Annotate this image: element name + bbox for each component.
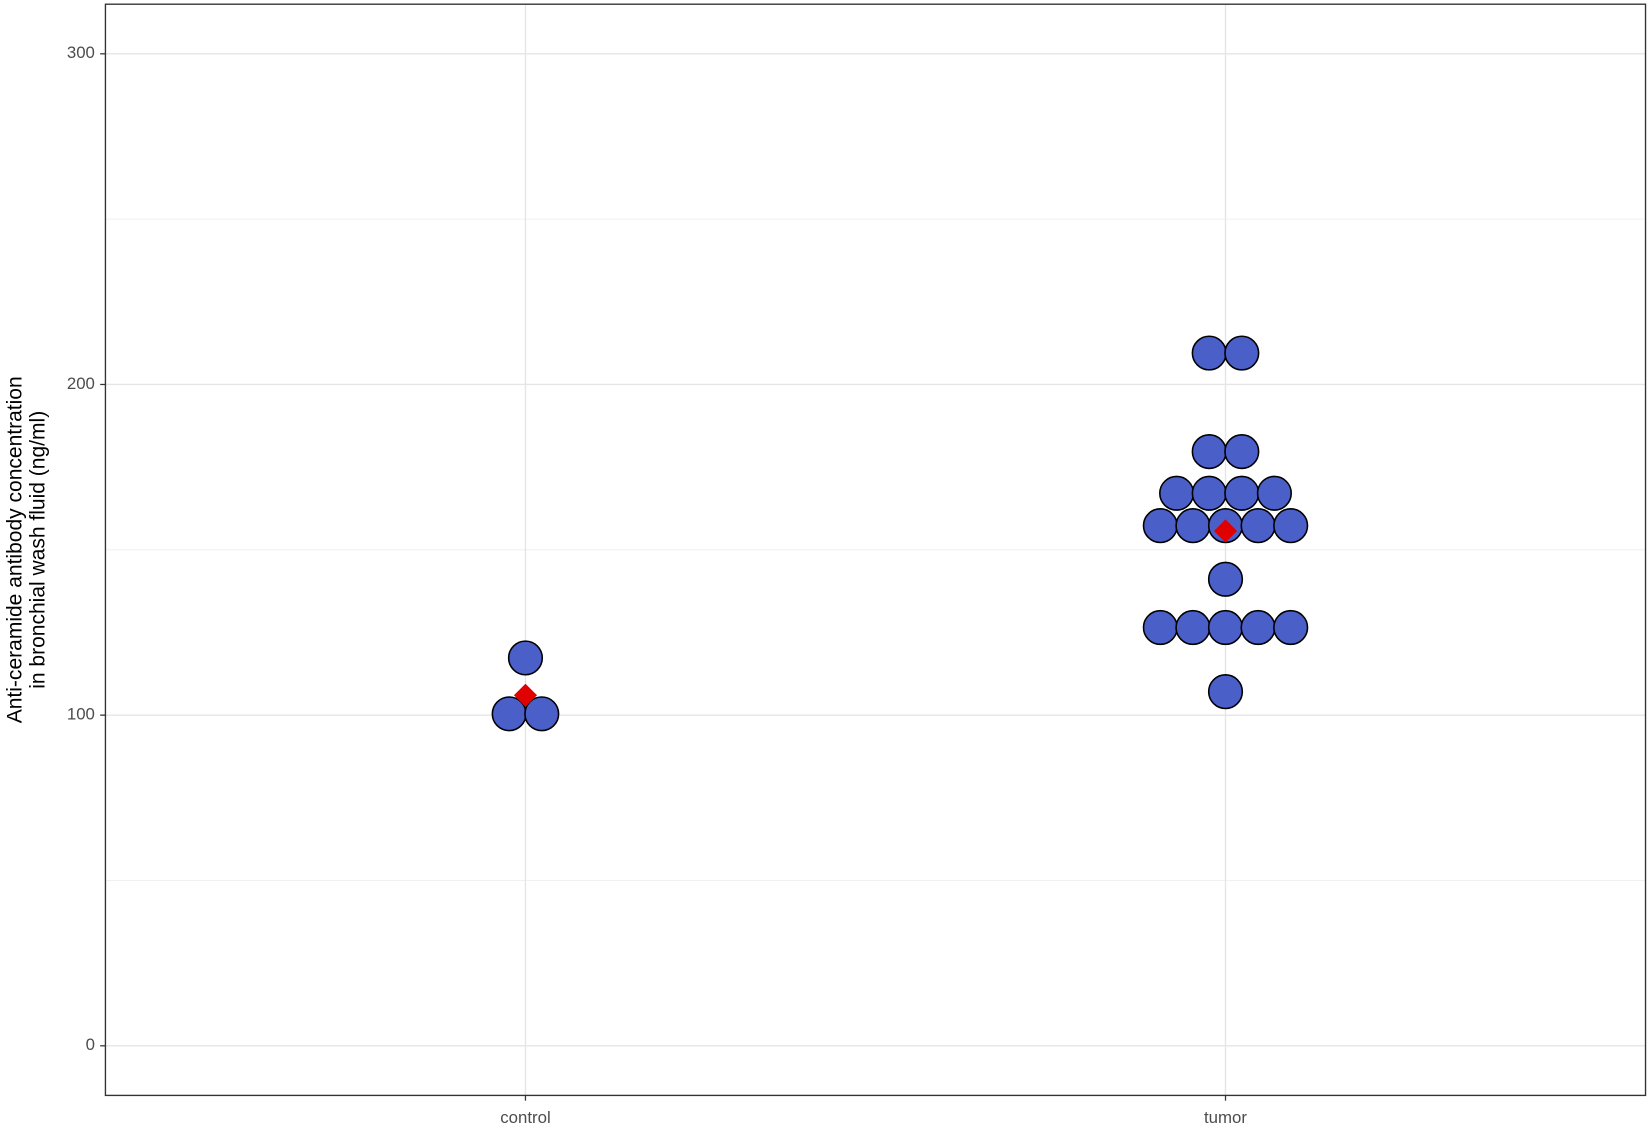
dot: [1273, 508, 1309, 544]
dot: [1191, 335, 1227, 371]
mean-marker: [1213, 519, 1238, 543]
y-tick-label: 300: [67, 43, 95, 62]
dot: [1207, 609, 1244, 646]
panel-border: [104, 3, 1647, 1097]
dot: [1224, 335, 1260, 371]
y-tick-label: 0: [86, 1035, 95, 1054]
dot: [1240, 508, 1276, 544]
y-tick-label: 100: [67, 705, 95, 724]
x-tick-label: control: [500, 1108, 550, 1127]
y-tick-label: 200: [67, 374, 95, 393]
dot: [1191, 433, 1227, 470]
y-axis-label: Anti-ceramide antibody concentration: [4, 376, 27, 723]
mean-marker: [513, 683, 538, 707]
dot: [1240, 609, 1276, 646]
dot: [1175, 609, 1211, 646]
dot: [1191, 475, 1227, 511]
labels: 0 100 200 300 control tumor Anti-ceramide anti…: [4, 43, 1248, 1127]
dot: [1207, 561, 1244, 597]
y-axis-label: in bronchial wash fluid (ng/ml): [27, 411, 50, 689]
dot: [1256, 475, 1292, 511]
dot: [524, 696, 560, 732]
dot: [1207, 674, 1244, 710]
dot: [1224, 475, 1260, 511]
marks: [491, 335, 1309, 732]
dot: [1273, 609, 1309, 646]
x-tick-label: tumor: [1204, 1108, 1247, 1127]
dot: [507, 640, 544, 676]
dot: [1142, 609, 1178, 646]
dot: [1224, 433, 1260, 470]
dot: [1159, 475, 1195, 511]
grid: [105, 4, 1646, 1096]
dot: [1175, 508, 1211, 544]
dot: [1142, 508, 1178, 544]
